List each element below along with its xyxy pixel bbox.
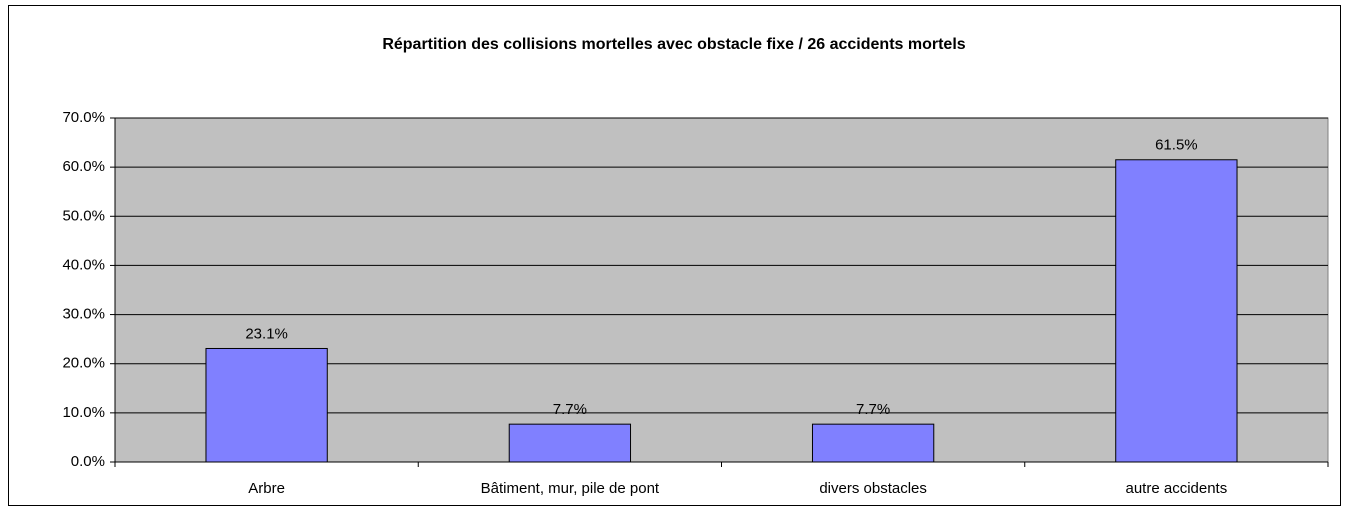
y-tick-label: 10.0%: [62, 404, 105, 421]
y-tick-label: 0.0%: [71, 453, 105, 470]
x-tick-label: autre accidents: [1126, 480, 1228, 497]
y-tick-label: 20.0%: [62, 355, 105, 372]
value-label: 7.7%: [553, 401, 587, 418]
value-label: 23.1%: [245, 325, 288, 342]
bar: [508, 423, 632, 463]
x-tick-label: divers obstacles: [819, 480, 927, 497]
bar: [205, 347, 328, 463]
y-tick-label: 30.0%: [62, 306, 105, 323]
chart-title: Répartition des collisions mortelles ave…: [382, 36, 965, 53]
y-tick-label: 40.0%: [62, 256, 105, 273]
value-label: 7.7%: [856, 401, 890, 418]
x-tick-label: Arbre: [248, 480, 285, 497]
bar: [1115, 159, 1238, 463]
y-tick-label: 60.0%: [62, 158, 105, 175]
y-tick-label: 70.0%: [62, 109, 105, 126]
value-label: 61.5%: [1155, 137, 1198, 154]
y-tick-label: 50.0%: [62, 207, 105, 224]
x-tick-label: Bâtiment, mur, pile de pont: [481, 480, 660, 497]
bar: [811, 423, 935, 463]
